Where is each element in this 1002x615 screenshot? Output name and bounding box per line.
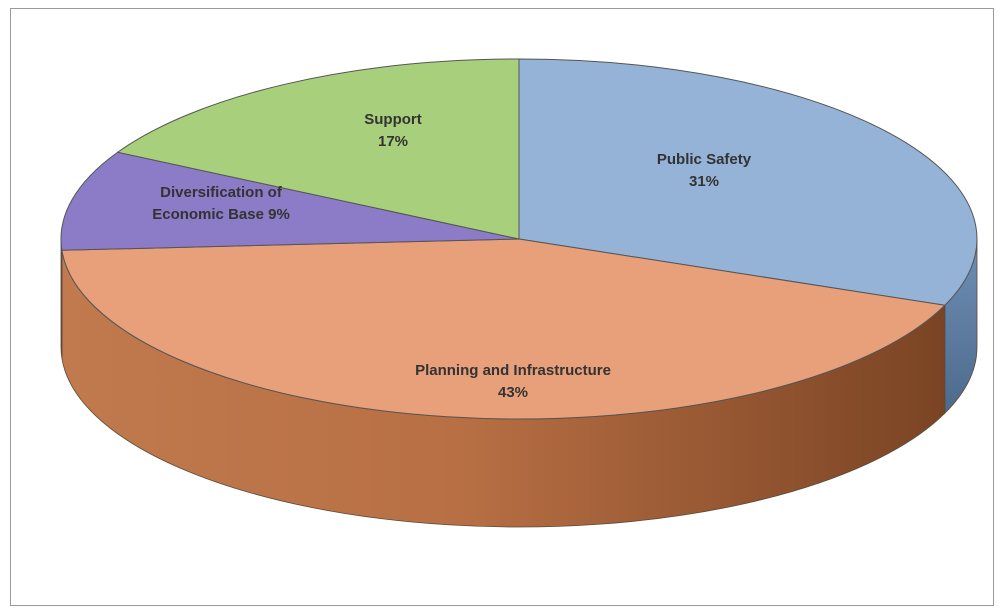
slice-label-planning-and-infrastructure: Planning and Infrastructure 43% [415,362,611,401]
pie-slice-planning-and-infrastructure [61,238,946,420]
slice-label-line: Diversification of [160,184,283,201]
pie-labels: Public Safety 31% Planning and Infrastruct… [152,111,752,401]
pie-slice-diversification-of-economic-base [60,151,520,251]
pie-slice-support [117,58,520,240]
slice-label-line: Public Safety [657,151,752,168]
pie-chart: Public Safety 31% Planning and Infrastruct… [60,58,978,528]
pie-slice-public-safety [518,58,978,306]
slice-label-diversification-of-economic-base: Diversification of Economic Base 9% [152,184,290,223]
slice-label-line: 31% [689,173,719,190]
chart-frame: Public Safety 31% Planning and Infrastruct… [10,8,994,606]
slice-label-public-safety: Public Safety 31% [657,151,752,190]
pie-side-diversification-of-economic-base [60,238,63,359]
slice-label-line: Support [364,111,422,128]
slice-label-line: Economic Base 9% [152,206,290,223]
pie-tops [60,58,978,420]
slice-label-support: Support 17% [364,111,422,150]
slice-label-line: Planning and Infrastructure [415,362,611,379]
slice-label-line: 43% [498,384,528,401]
slice-label-line: 17% [378,133,408,150]
